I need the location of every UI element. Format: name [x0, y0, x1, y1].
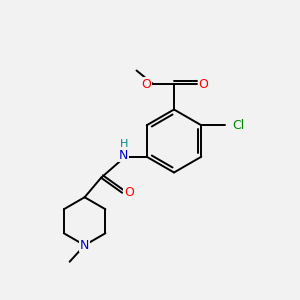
- Text: O: O: [198, 77, 208, 91]
- Text: O: O: [142, 77, 151, 91]
- Text: N: N: [119, 149, 128, 162]
- Text: Cl: Cl: [232, 119, 244, 132]
- Text: O: O: [124, 186, 134, 199]
- Text: N: N: [80, 239, 89, 252]
- Text: H: H: [119, 139, 128, 149]
